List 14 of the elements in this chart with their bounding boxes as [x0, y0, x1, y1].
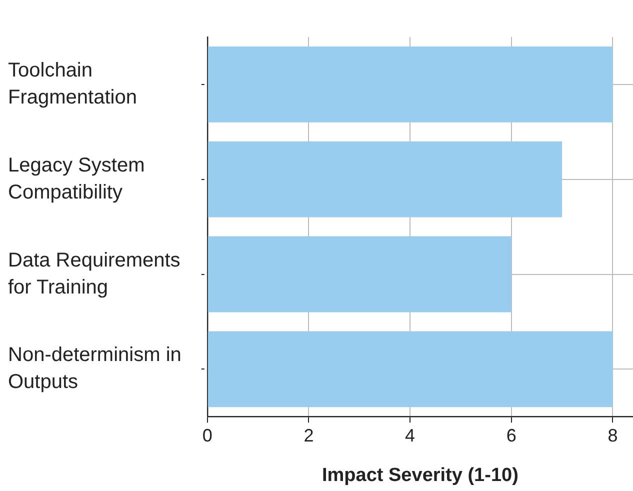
bar — [208, 236, 512, 312]
y-tick-label: Data Requirements for Training — [8, 249, 180, 298]
x-tick-label: 6 — [506, 425, 516, 446]
bar — [208, 46, 613, 122]
bar — [208, 141, 562, 218]
bar — [208, 331, 613, 408]
x-tick-label: 2 — [304, 425, 314, 446]
x-tick-label: 4 — [405, 425, 416, 446]
y-tick-label: Toolchain Fragmentation — [8, 59, 137, 108]
y-tick-label: Non-determinism in Outputs — [8, 344, 182, 394]
x-axis-title: Impact Severity (1-10) — [322, 464, 518, 486]
x-tick-label: 8 — [608, 425, 618, 446]
y-tick-label: Legacy System Compatibility — [8, 154, 145, 204]
x-tick-label: 0 — [202, 425, 212, 446]
